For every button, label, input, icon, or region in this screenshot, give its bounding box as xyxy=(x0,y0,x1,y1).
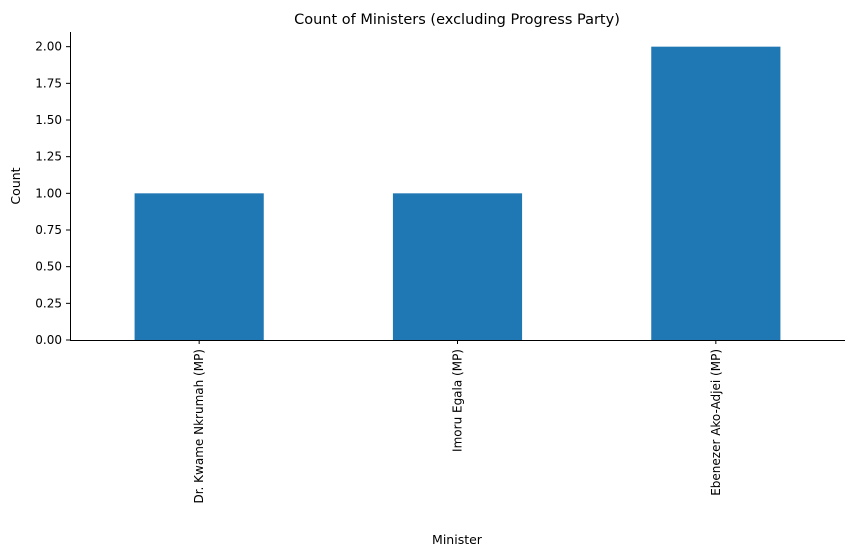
y-tick-label: 0.75 xyxy=(35,223,62,237)
x-axis-label: Minister xyxy=(432,532,483,547)
y-tick-label: 0.00 xyxy=(35,333,62,347)
y-axis: 0.00 0.25 0.50 0.75 1.00 1.25 1.50 1.75 2.00 xyxy=(35,40,70,347)
x-tick-label: Imoru Egala (MP) xyxy=(451,349,465,452)
y-tick-label: 1.00 xyxy=(35,186,62,200)
x-tick-label: Ebenezer Ako-Adjei (MP) xyxy=(709,349,723,496)
y-tick-label: 0.50 xyxy=(35,260,62,274)
chart-title: Count of Ministers (excluding Progress P… xyxy=(294,12,620,28)
y-tick-label: 1.75 xyxy=(35,76,62,90)
x-tick-label: Dr. Kwame Nkrumah (MP) xyxy=(192,349,206,504)
bar-2 xyxy=(392,193,523,340)
x-axis: Dr. Kwame Nkrumah (MP) Imoru Egala (MP) Eb… xyxy=(192,340,723,504)
bar-3 xyxy=(651,46,781,341)
bars xyxy=(134,46,781,341)
y-axis-label: Count xyxy=(8,167,23,204)
y-tick-label: 0.25 xyxy=(35,296,62,310)
bar-1 xyxy=(134,193,264,340)
y-tick-label: 2.00 xyxy=(35,40,62,54)
y-tick-label: 1.50 xyxy=(35,113,62,127)
y-tick-label: 1.25 xyxy=(35,150,62,164)
